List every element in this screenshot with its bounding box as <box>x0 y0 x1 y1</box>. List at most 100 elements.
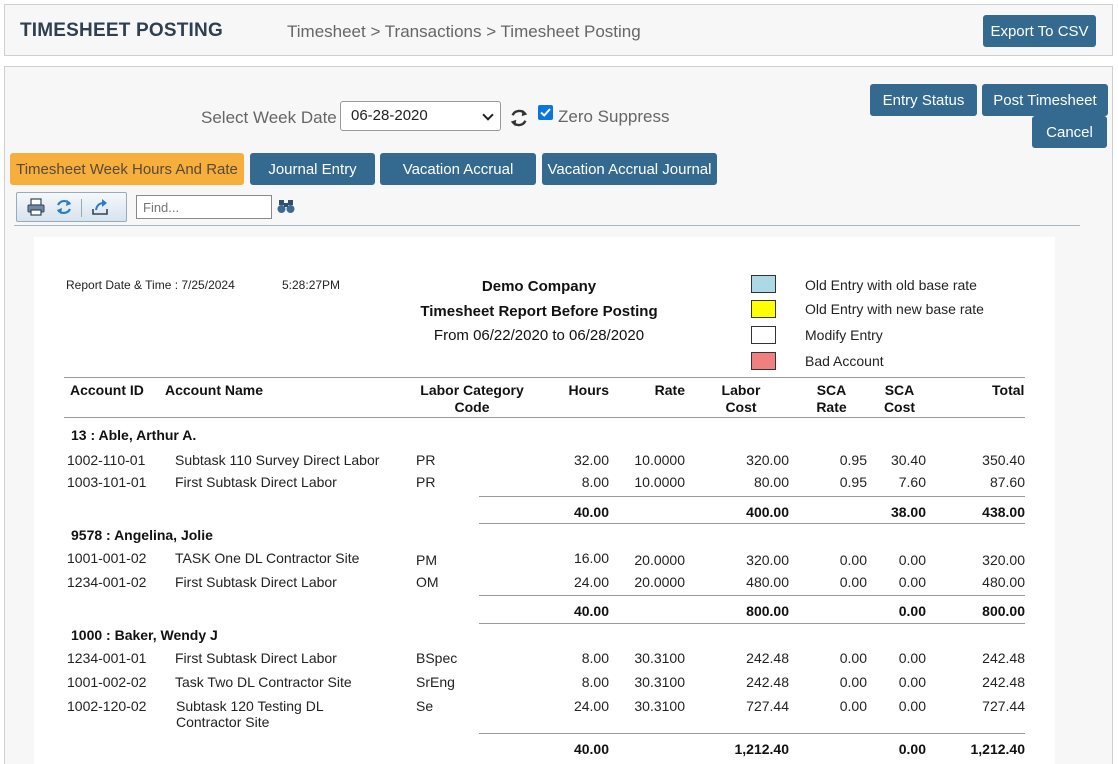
subtotal-line <box>479 733 1025 734</box>
row-account-name: Task Two DL Contractor Site <box>175 674 352 690</box>
row-labor-cost: 727.44 <box>746 698 789 714</box>
report-toolbar <box>16 192 127 222</box>
row-labor-code: SrEng <box>416 674 455 690</box>
row-labor-code: OM <box>416 574 439 590</box>
report-date-range: From 06/22/2020 to 06/28/2020 <box>433 327 645 344</box>
row-rate: 30.3100 <box>634 674 685 690</box>
company-name: Demo Company <box>481 278 597 295</box>
week-date-label: Select Week Date <box>201 108 337 127</box>
tab-vacation-accrual-journal[interactable]: Vacation Accrual Journal <box>542 153 717 185</box>
row-account-name: First Subtask Direct Labor <box>175 650 337 666</box>
row-hours: 32.00 <box>573 452 609 468</box>
row-hours: 16.00 <box>573 550 609 566</box>
print-icon[interactable] <box>26 197 46 217</box>
subtotal-total: 438.00 <box>982 504 1025 520</box>
col-labor-cost-line1: Labor <box>721 382 761 398</box>
export-csv-button[interactable]: Export To CSV <box>983 15 1096 47</box>
row-total: 727.44 <box>982 698 1025 714</box>
zero-suppress-label: Zero Suppress <box>558 107 670 126</box>
week-date-value: 06-28-2020 <box>351 107 428 124</box>
post-timesheet-button[interactable]: Post Timesheet <box>982 84 1108 116</box>
legend-label-new-base: Old Entry with new base rate <box>805 301 984 317</box>
page-title: TIMESHEET POSTING <box>20 20 223 41</box>
row-sca-cost: 0.00 <box>898 698 926 714</box>
row-labor-code: PR <box>416 474 436 490</box>
row-labor-cost: 480.00 <box>746 574 789 590</box>
row-sca-cost: 0.00 <box>898 650 926 666</box>
employee-group-title: 1000 : Baker, Wendy J <box>71 627 218 643</box>
tab-week-hours-rate[interactable]: Timesheet Week Hours And Rate <box>10 153 244 185</box>
row-hours: 8.00 <box>581 474 609 490</box>
header-bottom-line <box>64 417 1025 418</box>
row-account-id: 1002-110-01 <box>67 452 146 468</box>
legend-label-modify: Modify Entry <box>805 327 883 343</box>
subtotal-line <box>479 523 1025 524</box>
row-account-id: 1003-101-01 <box>67 474 147 490</box>
row-sca-rate: 0.00 <box>839 650 867 666</box>
row-labor-code: Se <box>416 698 434 714</box>
row-total: 242.48 <box>982 650 1025 666</box>
row-sca-rate: 0.00 <box>839 674 867 690</box>
tab-vacation-accrual[interactable]: Vacation Accrual <box>380 153 536 185</box>
entry-status-button[interactable]: Entry Status <box>870 84 977 116</box>
row-hours: 24.00 <box>573 574 609 590</box>
row-hours: 8.00 <box>581 650 609 666</box>
row-sca-cost: 0.00 <box>898 574 926 590</box>
row-sca-rate: 0.95 <box>839 474 867 490</box>
row-account-id: 1234-001-02 <box>67 574 147 590</box>
week-date-select[interactable]: 06-28-2020 <box>340 101 501 131</box>
row-total: 242.48 <box>982 674 1025 690</box>
find-input[interactable] <box>136 195 272 219</box>
refresh-icon[interactable] <box>508 107 530 129</box>
row-sca-rate: 0.00 <box>839 574 867 590</box>
refresh-icon[interactable] <box>54 197 74 217</box>
col-labor-category-line1: Labor Category <box>420 382 524 398</box>
subtotal-hours: 40.00 <box>573 603 609 619</box>
subtotal-hours: 40.00 <box>573 504 609 520</box>
legend-swatch-bad-account <box>751 352 776 370</box>
row-labor-code: PR <box>416 452 436 468</box>
subtotal-total: 1,212.40 <box>970 741 1026 757</box>
row-labor-code: PM <box>416 552 437 568</box>
employee-group-title: 13 : Able, Arthur A. <box>71 427 197 443</box>
row-total: 480.00 <box>982 574 1025 590</box>
legend-swatch-modify <box>751 326 776 344</box>
col-sca-cost-line2: Cost <box>883 399 916 415</box>
col-sca-cost: SCA Cost <box>872 382 927 416</box>
binoculars-icon[interactable] <box>277 198 295 214</box>
subtotal-sca-cost: 38.00 <box>890 504 926 520</box>
page-header: TIMESHEET POSTING Timesheet > Transactio… <box>4 4 1113 56</box>
row-rate: 20.0000 <box>634 552 685 568</box>
toolbar-divider-line <box>14 225 1080 226</box>
col-account-id: Account ID <box>70 382 144 398</box>
subtotal-labor-cost: 400.00 <box>746 504 789 520</box>
row-sca-cost: 0.00 <box>898 552 926 568</box>
row-account-name-cont: Contractor Site <box>176 714 270 730</box>
zero-suppress-checkbox[interactable] <box>538 105 553 120</box>
row-account-id: 1002-120-02 <box>67 698 147 714</box>
row-account-name: TASK One DL Contractor Site <box>175 550 360 566</box>
col-labor-cost-line2: Cost <box>725 399 757 415</box>
main-panel: Select Week Date 06-28-2020 Zero Suppres… <box>4 66 1113 764</box>
subtotal-total: 800.00 <box>982 603 1025 619</box>
subtotal-sca-cost: 0.00 <box>898 603 926 619</box>
col-sca-rate: SCA Rate <box>804 382 859 416</box>
row-sca-rate: 0.00 <box>839 552 867 568</box>
row-total: 320.00 <box>982 552 1025 568</box>
tab-journal-entry[interactable]: Journal Entry <box>250 153 375 185</box>
subtotal-labor-cost: 1,212.40 <box>734 741 790 757</box>
toolbar-divider <box>81 199 82 217</box>
row-rate: 30.3100 <box>634 698 685 714</box>
row-account-name: First Subtask Direct Labor <box>175 574 337 590</box>
row-labor-cost: 320.00 <box>746 452 789 468</box>
cancel-button[interactable]: Cancel <box>1032 116 1107 148</box>
chevron-down-icon <box>482 109 494 121</box>
legend-label-old-base: Old Entry with old base rate <box>805 277 977 293</box>
row-sca-rate: 0.00 <box>839 698 867 714</box>
row-account-name: Subtask 110 Survey Direct Labor <box>175 452 380 468</box>
export-icon[interactable] <box>90 197 110 217</box>
col-labor-category: Labor Category Code <box>412 382 532 416</box>
col-sca-cost-line1: SCA <box>884 382 915 398</box>
report-title: Timesheet Report Before Posting <box>420 303 658 320</box>
col-rate: Rate <box>654 382 685 398</box>
